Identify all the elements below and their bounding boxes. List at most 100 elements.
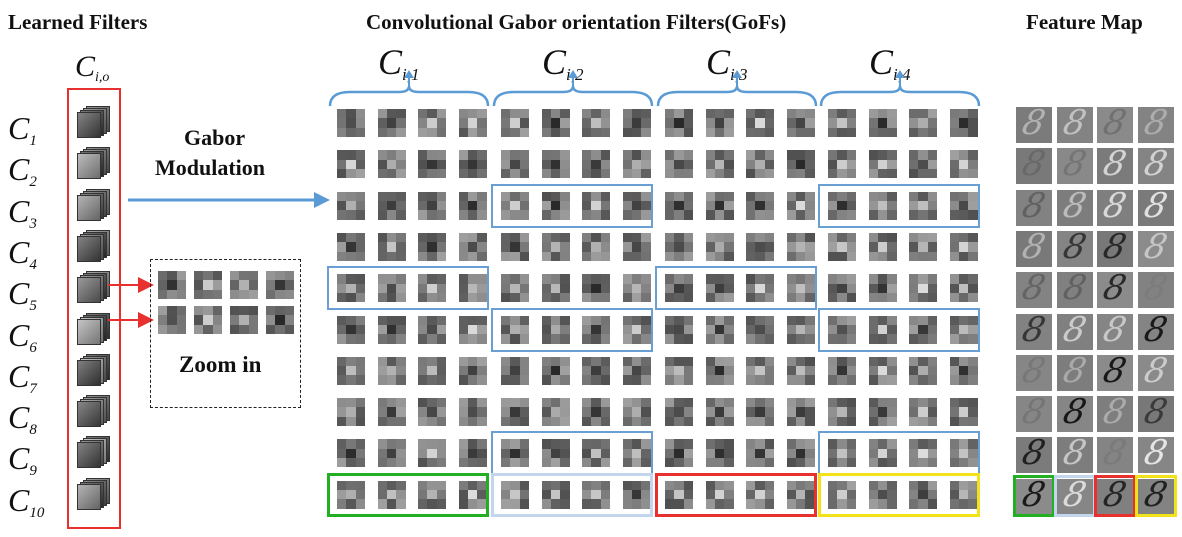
gof-tile <box>501 398 529 427</box>
gof-tile <box>418 480 446 509</box>
gof-tile <box>909 356 937 385</box>
feature-glyph: 8 <box>1059 437 1090 474</box>
gof-tile <box>458 315 487 344</box>
learned-filter-stack <box>77 477 115 512</box>
gof-tile <box>949 191 978 220</box>
gof-tile <box>949 232 978 261</box>
gof-tile <box>622 480 651 509</box>
zoom-tile <box>158 306 186 334</box>
gofs-title: Convolutional Gabor orientation Filters(… <box>366 10 787 34</box>
gof-tile <box>746 191 774 220</box>
gof-tile <box>377 150 406 179</box>
row-label-base: C <box>8 233 30 270</box>
gof-tile <box>418 356 446 385</box>
highlight-box <box>818 307 980 352</box>
row-label-base: C <box>8 110 30 146</box>
feature-map-cell: 8 <box>1056 478 1093 515</box>
gof-tile <box>786 439 815 468</box>
feature-glyph: 8 <box>1140 313 1171 350</box>
group-label-base: C <box>378 42 403 82</box>
gof-tile <box>501 150 529 179</box>
feature-glyph: 8 <box>1099 354 1130 391</box>
gof-tile <box>377 191 406 220</box>
gof-tile <box>786 232 815 261</box>
feature-map-cell: 8 <box>1097 313 1133 350</box>
brace-arrowhead <box>568 70 578 78</box>
feature-highlight-box <box>1094 474 1136 517</box>
gof-tile <box>746 398 774 427</box>
gof-tile <box>622 232 651 261</box>
gof-tile <box>541 109 570 137</box>
gof-tile <box>909 150 937 179</box>
row-label-8: C8 <box>8 401 37 438</box>
row-label-4: C4 <box>8 233 37 273</box>
feature-map-cell: 8 <box>1137 396 1174 433</box>
gof-tile <box>746 480 774 509</box>
gof-tile <box>582 356 610 385</box>
gof-tile <box>746 315 774 344</box>
gof-tile <box>665 480 693 509</box>
gof-tile <box>418 109 446 137</box>
gof-tile <box>418 274 446 303</box>
zoom-box <box>150 259 301 408</box>
gof-tile <box>418 150 446 179</box>
zoom-tile <box>194 306 222 334</box>
gof-tile <box>828 109 856 137</box>
gof-tile <box>501 356 529 385</box>
gof-tile <box>418 191 446 220</box>
gof-tile <box>705 356 734 385</box>
gof-tile <box>541 439 570 468</box>
row-label-9: C9 <box>8 442 37 479</box>
feature-map-cell: 8 <box>1137 313 1174 350</box>
gof-tile <box>458 356 487 385</box>
feature-map-cell: 8 <box>1097 189 1133 226</box>
zoom-tile <box>266 306 294 334</box>
gof-tile <box>909 315 937 344</box>
gof-tile <box>458 191 487 220</box>
gof-tile <box>786 480 815 509</box>
feature-map-cell: 8 <box>1016 396 1052 433</box>
learned-filter-stack <box>77 395 115 429</box>
learned-filter-stack <box>77 188 115 223</box>
highlight-box <box>491 183 653 228</box>
filter-layer <box>77 401 101 428</box>
row-label-7: C7 <box>8 360 37 397</box>
feature-glyph: 8 <box>1099 107 1130 143</box>
gof-tile <box>665 398 693 427</box>
gof-tile <box>786 356 815 385</box>
zoom-tile <box>158 271 186 299</box>
highlight-box <box>327 266 489 311</box>
gof-tile <box>622 274 651 303</box>
gof-tile <box>868 398 897 427</box>
cio-sub: i,o <box>95 70 110 85</box>
gof-tile <box>705 109 734 137</box>
feature-map-cell: 8 <box>1097 230 1133 267</box>
zoom-tile <box>266 271 294 299</box>
gof-tile <box>582 398 610 427</box>
row-label-5: C5 <box>8 277 37 314</box>
gof-tile <box>786 274 815 303</box>
gof-tile <box>458 150 487 179</box>
gof-tile <box>746 439 774 468</box>
gof-tile <box>665 439 693 468</box>
gof-tile <box>622 109 651 137</box>
gof-tile <box>541 480 570 509</box>
feature-highlight-box <box>1013 474 1055 517</box>
feature-glyph: 8 <box>1140 272 1171 309</box>
gof-tile <box>501 191 529 220</box>
feature-map-title: Feature Map <box>1026 10 1143 34</box>
feature-glyph: 8 <box>1140 437 1171 474</box>
gof-tile <box>909 274 937 303</box>
gof-tile <box>337 439 365 468</box>
feature-glyph: 8 <box>1059 189 1090 226</box>
highlight-box <box>491 472 653 517</box>
gof-tile <box>949 109 978 137</box>
gof-tile <box>705 274 734 303</box>
row-label-sub: 7 <box>29 380 37 397</box>
gof-tile <box>622 439 651 468</box>
feature-map-cell: 8 <box>1056 437 1093 474</box>
feature-map-cell: 8 <box>1097 354 1133 391</box>
filter-layer <box>77 318 101 345</box>
learned-filter-stack <box>77 271 115 305</box>
zoom-label: Zoom in <box>179 352 262 377</box>
